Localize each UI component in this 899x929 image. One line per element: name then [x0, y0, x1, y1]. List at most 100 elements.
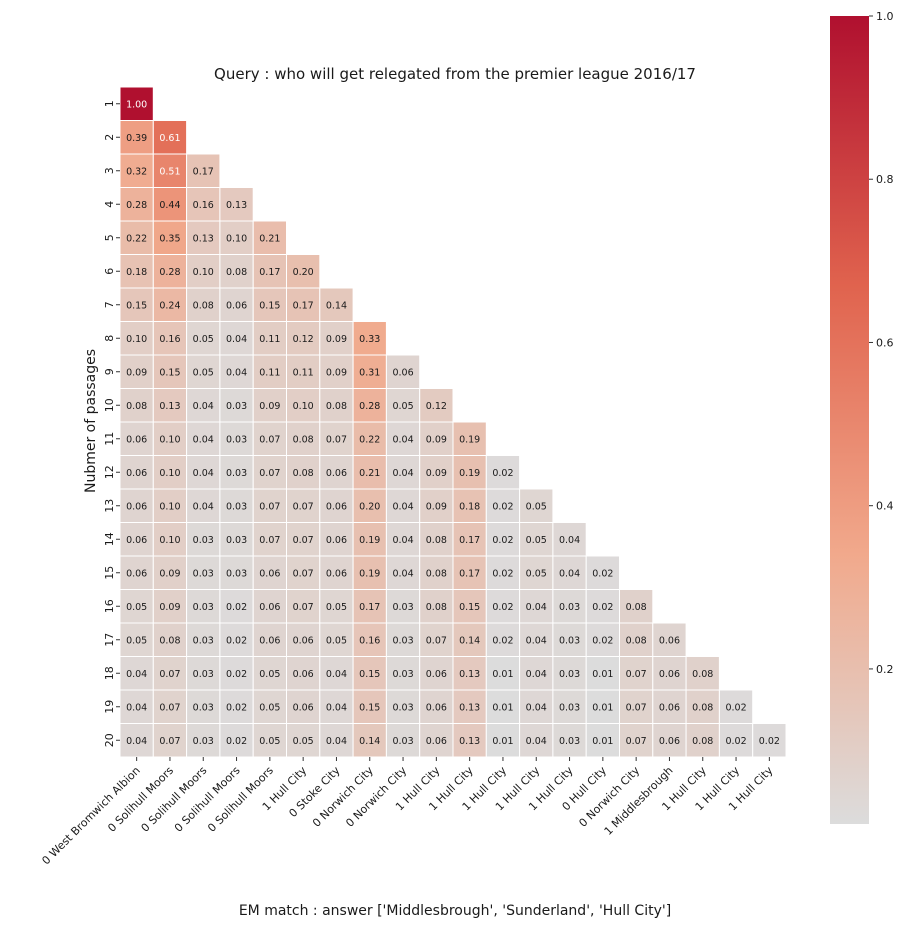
cell-label: 0.10 [159, 535, 180, 546]
cell-label: 0.17 [193, 166, 214, 177]
cell-label: 0.05 [526, 501, 547, 512]
heatmap-cell [519, 522, 554, 557]
cell-label: 0.04 [392, 535, 413, 546]
cell-label: 0.03 [559, 602, 580, 613]
cell-label: 0.09 [159, 568, 180, 579]
cell-label: 0.04 [559, 535, 580, 546]
cell-label: 0.06 [126, 434, 147, 445]
cell-label: 0.04 [193, 468, 214, 479]
cell-label: 0.05 [259, 736, 280, 747]
cell-label: 0.08 [426, 602, 447, 613]
heatmap-cell [119, 723, 154, 758]
y-tick-label: 4 [103, 201, 116, 208]
y-tick-label: 11 [103, 432, 116, 446]
heatmap-cell [485, 522, 521, 557]
heatmap-cell [252, 388, 287, 423]
y-tick-label: 16 [103, 599, 116, 613]
cell-label: 0.08 [426, 535, 447, 546]
heatmap-cell [219, 187, 254, 222]
heatmap-cell [219, 254, 254, 289]
cell-label: 0.09 [159, 602, 180, 613]
heatmap-cell [186, 488, 221, 523]
cell-label: 0.07 [626, 702, 647, 713]
heatmap-cell [152, 656, 188, 691]
cell-label: 0.04 [326, 669, 347, 680]
cell-label: 0.02 [226, 669, 247, 680]
heatmap-cell [219, 421, 254, 456]
colorbar-tick-label: 0.8 [876, 173, 894, 186]
cell-label: 0.22 [126, 233, 147, 244]
cell-label: 0.04 [526, 736, 547, 747]
colorbar-gradient [830, 16, 869, 824]
cell-label: 1.00 [126, 99, 147, 110]
heatmap-cell [119, 120, 154, 155]
heatmap-cell [219, 220, 254, 255]
cell-label: 0.06 [326, 468, 347, 479]
heatmap-cell [352, 321, 387, 356]
heatmap-cell [585, 622, 621, 657]
y-tick-label: 9 [103, 368, 116, 375]
cell-label: 0.22 [359, 434, 380, 445]
cell-label: 0.02 [592, 602, 613, 613]
cell-label: 0.08 [126, 401, 147, 412]
heatmap-cell [186, 153, 221, 188]
y-tick-label: 20 [103, 733, 116, 747]
cell-label: 0.03 [226, 468, 247, 479]
cell-label: 0.15 [359, 669, 380, 680]
heatmap-cell [519, 656, 554, 691]
heatmap-cell [152, 689, 188, 724]
heatmap-cell [119, 589, 154, 624]
heatmap-cell [452, 421, 487, 456]
cell-label: 0.07 [626, 669, 647, 680]
heatmap-cell [485, 455, 521, 490]
cell-label: 0.07 [626, 736, 647, 747]
heatmap-cell [685, 689, 720, 724]
cell-label: 0.18 [126, 267, 147, 278]
y-tick-label: 3 [103, 167, 116, 174]
cell-label: 0.04 [226, 367, 247, 378]
heatmap-cell [152, 287, 188, 322]
cell-label: 0.06 [659, 635, 680, 646]
cell-label: 0.17 [293, 300, 314, 311]
heatmap-cell [119, 321, 154, 356]
cell-label: 0.11 [259, 334, 280, 345]
cell-label: 0.04 [559, 568, 580, 579]
heatmap-cell [252, 723, 287, 758]
heatmap-cell [152, 388, 188, 423]
cell-label: 0.02 [226, 635, 247, 646]
colorbar-tick-label: 0.6 [876, 336, 894, 349]
heatmap-cell [552, 622, 587, 657]
cell-label: 0.28 [126, 200, 147, 211]
cell-label: 0.16 [159, 334, 180, 345]
heatmap-cell [419, 488, 454, 523]
y-tick-label: 14 [103, 532, 116, 546]
heatmap-cell [252, 522, 287, 557]
cell-label: 0.04 [126, 669, 147, 680]
cell-label: 0.07 [259, 501, 280, 512]
colorbar-tick-label: 0.4 [876, 500, 894, 513]
cell-label: 0.07 [293, 568, 314, 579]
cell-label: 0.06 [426, 669, 447, 680]
heatmap-cell [585, 656, 621, 691]
heatmap-cell [319, 689, 354, 724]
y-tick-label: 7 [103, 301, 116, 308]
cell-label: 0.17 [259, 267, 280, 278]
heatmap-cell [385, 488, 421, 523]
cell-label: 0.39 [126, 133, 147, 144]
cell-label: 0.04 [526, 602, 547, 613]
heatmap-cell [186, 555, 221, 590]
heatmap-cell [319, 723, 354, 758]
cell-label: 0.03 [193, 635, 214, 646]
cell-label: 0.15 [359, 702, 380, 713]
cell-label: 0.03 [226, 434, 247, 445]
heatmap-cell [685, 723, 720, 758]
heatmap-cell [319, 455, 354, 490]
cell-label: 0.03 [559, 736, 580, 747]
heatmap-cell [219, 723, 254, 758]
cell-label: 0.08 [293, 468, 314, 479]
cell-label: 0.06 [326, 535, 347, 546]
heatmap-cell [519, 622, 554, 657]
heatmap-cell [352, 522, 387, 557]
heatmap-cell [385, 354, 421, 389]
